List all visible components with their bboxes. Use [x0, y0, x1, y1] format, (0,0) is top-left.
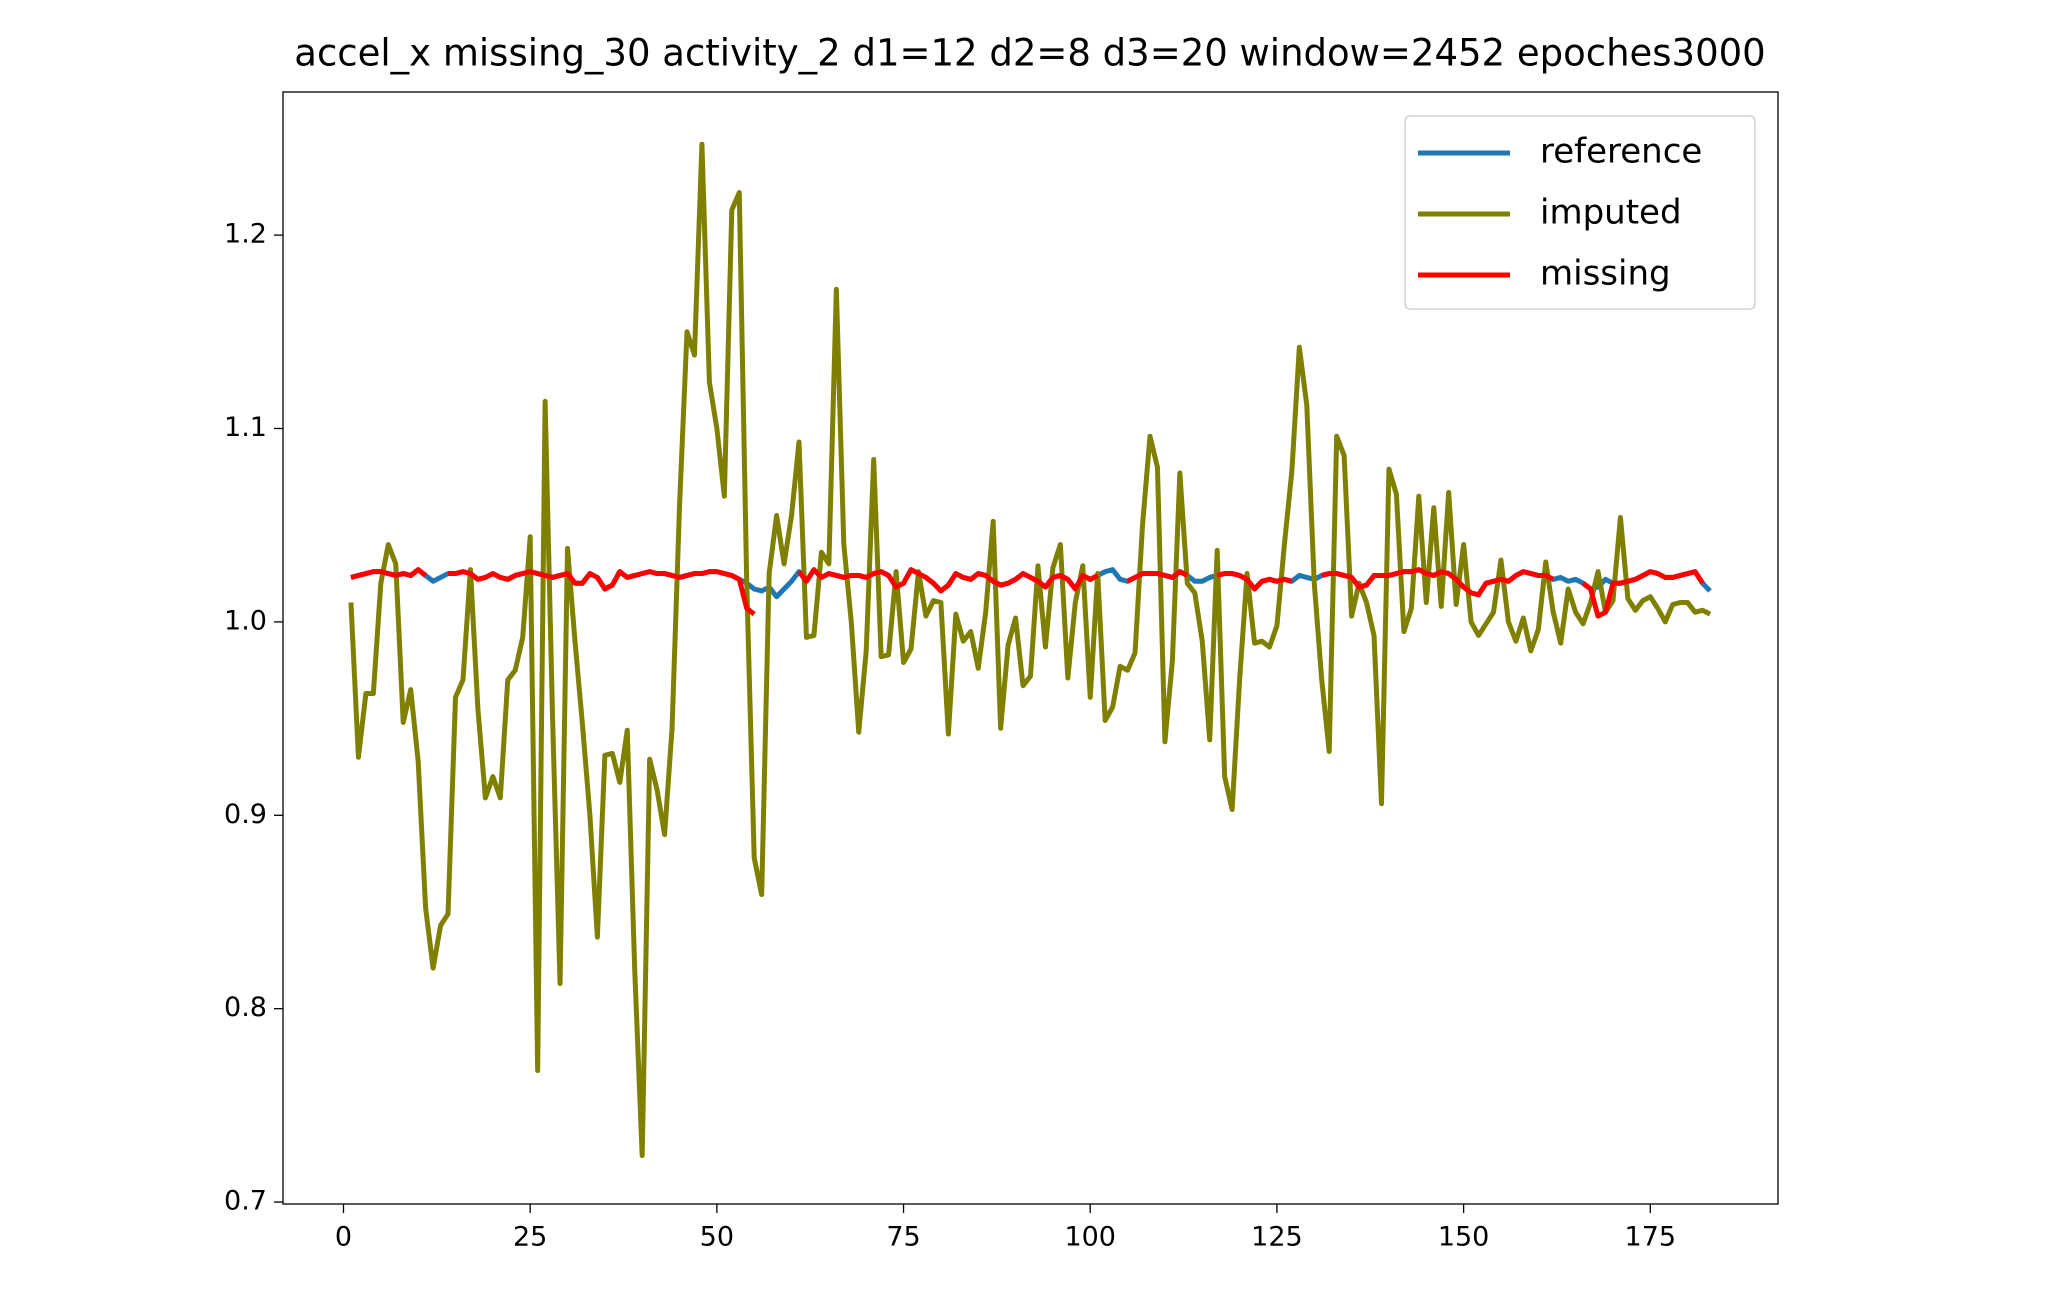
x-tick-label: 125	[1251, 1222, 1303, 1253]
x-tick-label: 150	[1438, 1222, 1490, 1253]
series-line	[797, 567, 1099, 594]
x-tick-label: 100	[1064, 1222, 1116, 1253]
x-tick-label: 0	[335, 1222, 352, 1253]
y-tick-label: 0.9	[224, 799, 267, 830]
series-line	[1126, 569, 1189, 584]
y-tick-label: 0.7	[224, 1186, 267, 1217]
series-line	[1581, 569, 1705, 619]
y-tick-label: 1.1	[224, 412, 267, 443]
plot-frame	[282, 91, 1779, 1205]
x-tick-label: 175	[1625, 1222, 1677, 1253]
x-tick-label: 50	[700, 1222, 734, 1253]
y-tick-label: 0.8	[224, 992, 267, 1023]
y-tick-label: 1.0	[224, 605, 267, 636]
legend-label: imputed	[1540, 193, 1682, 233]
x-tick-label: 75	[886, 1222, 920, 1253]
chart-title: accel_x missing_30 activity_2 d1=12 d2=8…	[294, 32, 1765, 75]
series-line	[348, 141, 1712, 1159]
legend-label: missing	[1540, 254, 1671, 294]
plot-lines	[348, 141, 1712, 1159]
series-line	[350, 567, 428, 580]
y-tick-label: 1.2	[224, 219, 267, 250]
legend-label: reference	[1540, 132, 1702, 172]
series-line	[448, 569, 756, 617]
series-line	[1216, 571, 1293, 592]
legend-box	[1404, 115, 1756, 310]
series-line	[1321, 567, 1555, 598]
x-tick-label: 25	[513, 1222, 547, 1253]
